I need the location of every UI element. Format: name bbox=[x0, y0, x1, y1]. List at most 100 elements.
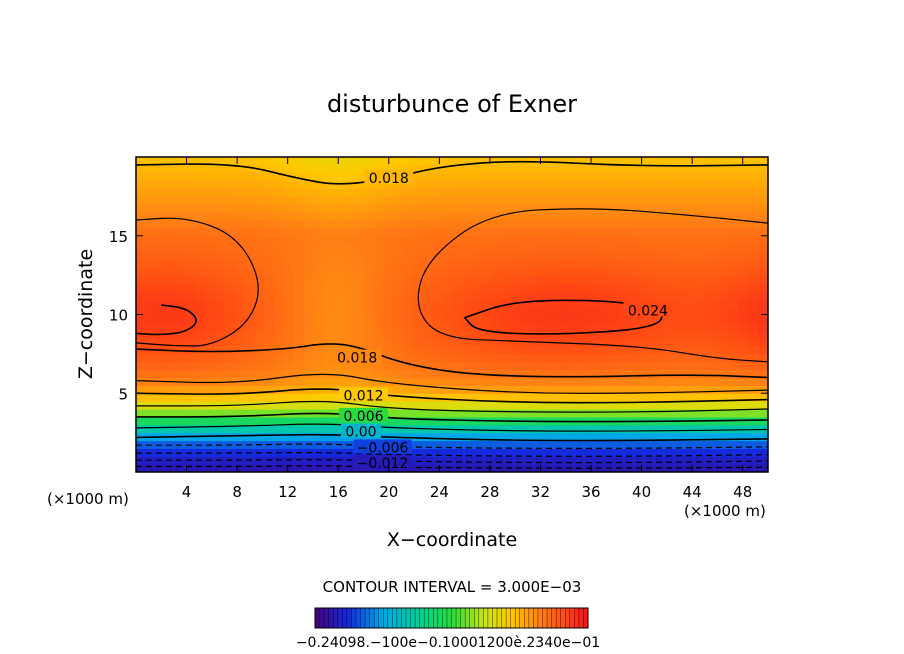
contour-label: 0.024 bbox=[628, 303, 668, 319]
heat-cell bbox=[590, 322, 601, 331]
heat-cell bbox=[511, 448, 522, 457]
heat-cell bbox=[491, 314, 502, 323]
heat-cell bbox=[580, 180, 591, 190]
heat-cell bbox=[442, 306, 453, 316]
heat-cell bbox=[471, 377, 483, 386]
heat-cell bbox=[373, 314, 384, 323]
heat-cell bbox=[718, 377, 730, 386]
heat-cell bbox=[471, 259, 483, 268]
heat-cell bbox=[165, 306, 177, 316]
heat-cell bbox=[679, 448, 690, 457]
heat-cell bbox=[718, 188, 730, 197]
heat-cell bbox=[224, 338, 236, 347]
heat-cell bbox=[481, 283, 493, 292]
heat-cell bbox=[353, 180, 364, 190]
heat-cell bbox=[550, 196, 562, 205]
heat-cell bbox=[491, 267, 502, 276]
heat-cell bbox=[461, 259, 473, 268]
heat-cell bbox=[343, 188, 354, 197]
heat-cell bbox=[402, 157, 414, 166]
heat-cell bbox=[511, 306, 522, 316]
heat-cell bbox=[175, 235, 186, 245]
heat-cell bbox=[155, 338, 167, 347]
heat-cell bbox=[294, 401, 305, 410]
heat-cell bbox=[738, 377, 749, 386]
heat-cell bbox=[323, 361, 335, 371]
heat-cell bbox=[313, 227, 325, 237]
heat-cell bbox=[738, 290, 749, 300]
x-unit-left: (×1000 m) bbox=[47, 490, 129, 508]
heat-cell bbox=[511, 424, 522, 434]
heat-cell bbox=[224, 346, 236, 355]
heat-cell bbox=[244, 172, 256, 182]
heat-cell bbox=[185, 385, 196, 394]
heat-cell bbox=[521, 196, 532, 205]
heat-cell bbox=[481, 157, 493, 166]
contour-line bbox=[417, 208, 768, 363]
heat-cell bbox=[748, 275, 759, 284]
colorbar-swatch bbox=[465, 608, 471, 628]
heat-cell bbox=[155, 306, 167, 316]
heat-cell bbox=[353, 298, 364, 308]
heat-cell bbox=[363, 235, 374, 245]
heat-cell bbox=[728, 330, 739, 339]
colorbar-swatch bbox=[510, 608, 516, 628]
colorbar-swatch bbox=[556, 608, 562, 628]
heat-cell bbox=[412, 314, 423, 323]
heat-cell bbox=[254, 243, 265, 253]
heat-cell bbox=[679, 346, 690, 355]
heat-cell bbox=[669, 401, 680, 410]
heat-cell bbox=[392, 204, 404, 213]
x-tick-label: 4 bbox=[182, 483, 192, 501]
heat-cell bbox=[442, 212, 453, 221]
heat-cell bbox=[728, 464, 739, 472]
heat-cell bbox=[215, 338, 226, 347]
heat-cell bbox=[402, 259, 414, 268]
heat-cell bbox=[412, 409, 423, 418]
heat-cell bbox=[531, 267, 542, 276]
colorbar-swatch bbox=[478, 608, 484, 628]
heat-cell bbox=[619, 361, 631, 371]
heat-cell bbox=[363, 275, 374, 284]
heat-cell bbox=[244, 361, 256, 371]
heat-cell bbox=[195, 353, 206, 363]
heat-cell bbox=[442, 385, 453, 394]
heat-cell bbox=[215, 196, 226, 205]
heat-cell bbox=[254, 409, 265, 418]
heat-cell bbox=[669, 353, 680, 363]
heat-cell bbox=[402, 204, 414, 213]
heat-cell bbox=[590, 424, 601, 434]
heat-cell bbox=[738, 432, 749, 442]
heat-cell bbox=[155, 385, 167, 394]
heat-cell bbox=[698, 290, 710, 300]
heat-cell bbox=[659, 267, 670, 276]
heat-cell bbox=[501, 275, 512, 284]
heat-cell bbox=[580, 424, 591, 434]
heat-cell bbox=[659, 377, 670, 386]
heat-cell bbox=[689, 188, 700, 197]
heat-cell bbox=[254, 361, 265, 371]
heat-cell bbox=[649, 353, 660, 363]
heat-cell bbox=[452, 188, 463, 197]
heat-cell bbox=[461, 164, 473, 174]
heat-cell bbox=[580, 353, 591, 363]
heat-cell bbox=[452, 157, 463, 166]
heat-cell bbox=[422, 369, 433, 379]
heat-cell bbox=[264, 235, 275, 245]
heat-cell bbox=[649, 259, 660, 268]
heat-cell bbox=[679, 267, 690, 276]
heat-cell bbox=[442, 361, 453, 371]
heat-cell bbox=[531, 220, 542, 229]
heat-cell bbox=[215, 409, 226, 418]
heat-cell bbox=[205, 212, 216, 221]
heat-cell bbox=[590, 251, 601, 260]
heat-cell bbox=[303, 456, 315, 465]
heat-cell bbox=[610, 251, 621, 260]
heat-cell bbox=[679, 440, 690, 449]
heat-cell bbox=[412, 385, 423, 394]
heat-cell bbox=[205, 385, 216, 394]
heat-cell bbox=[442, 227, 453, 237]
heat-cell bbox=[412, 322, 423, 331]
heat-cell bbox=[244, 157, 256, 166]
heat-cell bbox=[412, 212, 423, 221]
